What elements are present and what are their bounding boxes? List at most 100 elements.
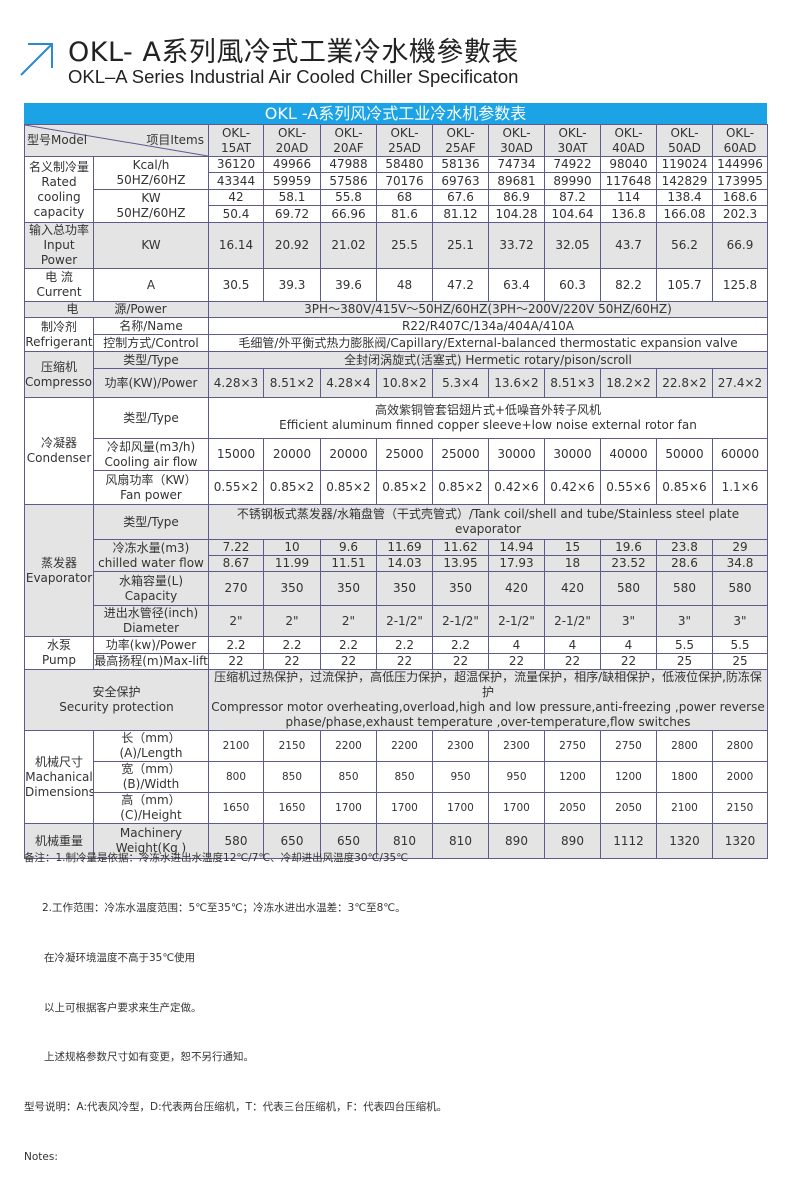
model-header: OKL- 20AD [263, 124, 321, 157]
value-cell: 39.3 [263, 268, 321, 302]
diagonal-divider [25, 125, 208, 156]
table-row: KW 50HZ/60HZ 42 58.1 55.8 68 67.6 86.9 87.2 114 1… [25, 189, 768, 223]
value-cell: 580 [712, 571, 768, 606]
table-row: 功率(KW)/Power 4.28×3 8.51×2 4.28×4 10.8×2 5.3×… [25, 368, 768, 398]
row-label: 功率(KW)/Power [93, 368, 209, 398]
value-cell: 202.3 [712, 205, 768, 223]
value-cell: 144996 [712, 156, 768, 173]
value-cell: 1200 [600, 761, 657, 793]
value-cell: 2050 [600, 792, 657, 824]
table-row: 安全保护 Security protection 压缩机过热保护，过流保护，高低压… [24, 669, 768, 731]
value-cell: 59959 [263, 172, 321, 190]
value-cell: 8.51×2 [263, 368, 321, 398]
value-cell: 全封闭涡旋式(活塞式) Hermetic rotary/pison/scroll [208, 351, 768, 369]
value-cell: 1112 [600, 823, 657, 859]
value-cell: 173995 [712, 172, 768, 190]
value-cell: 114 [600, 189, 657, 206]
table-row: 压缩机 Compressor 类型/Type 全封闭涡旋式(活塞式) Hermeti… [24, 351, 768, 398]
value-cell: 高效紫铜管套铝翅片式+低噪音外转子风机 Efficient aluminum f… [208, 397, 768, 439]
value-cell: 3PH～380V/415V～50HZ/60HZ(3PH～200V/220V 50… [208, 301, 768, 318]
row-label: 长（mm）(A)/Length [93, 730, 209, 762]
value-cell: 2100 [208, 730, 264, 762]
value-cell: 2.2 [263, 636, 321, 654]
value-cell: 850 [263, 761, 321, 793]
table-row: 制冷剂 Refrigerant 名称/Name R22/R407C/134a/404… [24, 317, 768, 352]
value-cell: 168.6 [712, 189, 768, 206]
value-cell: 22 [376, 653, 433, 670]
table-row: 最高扬程(m)Max-lift 22 22 22 22 22 22 22 22 25 25 [25, 653, 768, 670]
value-cell: 7.22 [208, 539, 264, 556]
value-cell: 34.8 [712, 555, 768, 572]
page-subtitle: OKL–A Series Industrial Air Cooled Chill… [68, 66, 519, 87]
note-line: 型号说明：A:代表风冷型，D:代表两台压缩机，T：代表三台压缩机，F：代表四台压… [24, 1101, 448, 1114]
value-cell: 9.6 [320, 539, 377, 556]
value-cell: 10 [263, 539, 321, 556]
table-row: 型号Model 项目Items OKL- 15AT OKL- 20AD OKL- 20A… [24, 124, 768, 157]
value-cell: 23.8 [656, 539, 713, 556]
value-cell: 30.5 [208, 268, 264, 302]
value-cell: 32.05 [544, 222, 601, 269]
value-cell: 1650 [208, 792, 264, 824]
unit-label: KW 50HZ/60HZ [93, 189, 209, 223]
value-cell: 15 [544, 539, 601, 556]
row-label: 控制方式/Control [93, 334, 209, 352]
model-header: OKL- 20AF [320, 124, 377, 157]
unit-label: KW [93, 222, 209, 269]
table-row: 高（mm）(C)/Height 1650 1650 1700 1700 1700 1700 2… [25, 792, 768, 824]
value-cell: 87.2 [544, 189, 601, 206]
value-cell: 18.2×2 [600, 368, 657, 398]
value-cell: 0.55×2 [208, 470, 264, 505]
value-cell: 57586 [320, 172, 377, 190]
value-cell: 1320 [712, 823, 768, 859]
table-row: 控制方式/Control 毛细管/外平衡式热力膨胀阀/Capillary/Exte… [25, 334, 768, 352]
note-line: 上述规格参数尺寸如有变更，恕不另行通知。 [44, 1051, 254, 1064]
value-cell: 28.6 [656, 555, 713, 572]
value-cell: 22 [432, 653, 489, 670]
value-cell: 20000 [263, 438, 321, 471]
value-cell: 17.93 [488, 555, 545, 572]
value-cell: 20000 [320, 438, 377, 471]
value-cell: 2800 [712, 730, 768, 762]
value-cell: 2750 [544, 730, 601, 762]
table-row: 蒸发器 Evaporator 类型/Type 不锈钢板式蒸发器/水箱盘管（干式壳管式… [24, 504, 768, 637]
value-cell: 0.85×2 [320, 470, 377, 505]
value-cell: 270 [208, 571, 264, 606]
value-cell: 25.1 [432, 222, 489, 269]
value-cell: 0.85×2 [376, 470, 433, 505]
value-cell: 压缩机过热保护，过流保护，高低压力保护，超温保护，流量保护，相序/缺相保护，低液… [208, 669, 768, 731]
value-cell: 81.6 [376, 205, 433, 223]
value-cell: 66.96 [320, 205, 377, 223]
value-cell: 50000 [656, 438, 713, 471]
table-row: 风扇功率（KW） Fan power 0.55×2 0.85×2 0.85×2 0.85… [25, 470, 768, 505]
value-cell: 850 [320, 761, 377, 793]
value-cell: 3" [712, 605, 768, 637]
value-cell: 5.3×4 [432, 368, 489, 398]
table-banner: OKL -A系列风冷式工业冷水机参数表 [24, 103, 767, 124]
value-cell: 125.8 [712, 268, 768, 302]
row-label: 类型/Type [93, 397, 209, 439]
table-row: 进出水管径(inch) Diameter 2" 2" 2" 2-1/2" 2-1/2" 2-… [25, 605, 768, 637]
value-cell: 14.03 [376, 555, 433, 572]
value-cell: 2-1/2" [376, 605, 433, 637]
row-label: 高（mm）(C)/Height [93, 792, 209, 824]
value-cell: 14.94 [488, 539, 545, 556]
value-cell: 350 [320, 571, 377, 606]
model-header: OKL- 30AT [544, 124, 601, 157]
table-row: 电 源/Power 3PH～380V/415V～50HZ/60HZ(3PH～200… [24, 301, 768, 318]
value-cell: 11.99 [263, 555, 321, 572]
table-row: 冷冻水量(m3) chilled water flow 7.22 10 9.6 11.6… [25, 539, 768, 572]
table-row: 水泵 Pump 功率(kw)/Power 2.2 2.2 2.2 2.2 2.2 4 4 4 5.5… [24, 636, 768, 670]
value-cell: R22/R407C/134a/404A/410A [208, 317, 768, 335]
value-cell: 1800 [656, 761, 713, 793]
table-row: 机械重量 Machinery Weight(Kg ) 580 650 650 810 810… [24, 823, 768, 859]
value-cell: 0.85×2 [432, 470, 489, 505]
value-cell: 580 [208, 823, 264, 859]
value-cell: 1700 [488, 792, 545, 824]
row-label: 宽（mm）(B)/Width [93, 761, 209, 793]
group-label: 输入总功率 Input Power [24, 222, 94, 269]
value-cell: 2.2 [432, 636, 489, 654]
model-header: OKL- 25AD [376, 124, 433, 157]
value-cell: 5.5 [712, 636, 768, 654]
value-cell: 66.9 [712, 222, 768, 269]
value-cell: 2050 [544, 792, 601, 824]
